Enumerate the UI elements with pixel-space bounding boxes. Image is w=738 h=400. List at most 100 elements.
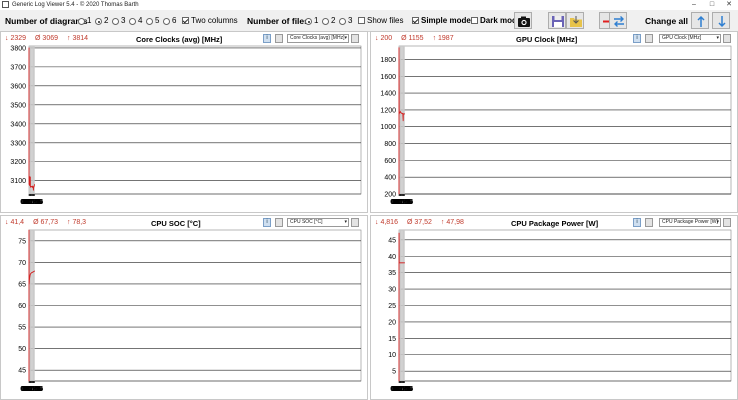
two-columns-checkbox[interactable]: [182, 17, 189, 24]
data-point: [402, 262, 404, 264]
x-tick-label: 00:00: [20, 386, 38, 393]
files-radio-1[interactable]: [305, 18, 312, 25]
x-tick-label: 00:35: [393, 386, 411, 393]
info-icon[interactable]: i: [263, 218, 271, 227]
diagrams-radio-2[interactable]: [95, 18, 102, 25]
plot-band: [29, 230, 361, 241]
diagrams-radio-2-label: 2: [104, 16, 109, 25]
show-files-label: Show files: [367, 16, 404, 25]
sensor-select[interactable]: CPU Package Power [W] ▾: [659, 218, 721, 227]
chevron-down-icon: ▾: [716, 35, 719, 41]
move-down-button[interactable]: [712, 12, 730, 29]
data-point: [29, 279, 30, 281]
sensor-select[interactable]: CPU SOC [°C] ▾: [287, 218, 349, 227]
diagram-panel: ↓ 4,816 Ø 37,52 ↑ 47,98 CPU Package Power […: [370, 215, 738, 400]
y-tick-label: 400: [384, 175, 396, 182]
diagrams-radio-5[interactable]: [146, 18, 153, 25]
data-point: [404, 262, 405, 264]
diagrams-radio-6-label: 6: [172, 16, 177, 25]
chart-svg: 200 400 600 800 1000 1200 1400 1600 1800 00:0000:…: [380, 45, 732, 206]
minimize-button[interactable]: –: [692, 1, 696, 8]
stats-toggle-icon[interactable]: [645, 34, 653, 43]
x-tick-label: 00:45: [394, 386, 412, 393]
plot-band: [399, 230, 731, 240]
plus-icon[interactable]: [351, 34, 359, 43]
info-icon[interactable]: i: [633, 218, 641, 227]
x-tick-label: 00:25: [392, 199, 410, 206]
stats-readout: ↓ 41,4 Ø 67,73 ↑ 78,3: [5, 219, 95, 226]
files-radio-3[interactable]: [339, 18, 346, 25]
stat-max: ↑ 47,98: [440, 219, 464, 226]
sensor-select[interactable]: GPU Clock [MHz] ▾: [659, 34, 721, 43]
x-tick-label: 00:40: [24, 386, 42, 393]
simple-mode-checkbox[interactable]: [412, 17, 419, 24]
stat-min: ↓ 4,816: [375, 219, 398, 226]
y-tick-label: 1200: [380, 107, 396, 114]
sensor-select[interactable]: Core Clocks (avg) [MHz] ▾: [287, 34, 349, 43]
dark-mode-label: Dark mode: [480, 16, 522, 25]
move-up-button[interactable]: [691, 12, 709, 29]
maximize-button[interactable]: □: [709, 1, 715, 8]
plot-band: [29, 262, 361, 284]
y-tick-label: 800: [384, 141, 396, 148]
x-tick-label: 00:50: [394, 199, 412, 206]
plus-icon[interactable]: [723, 34, 731, 43]
diagram-title: GPU Clock [MHz]: [516, 35, 578, 44]
plot-band: [29, 47, 361, 67]
dark-mode-checkbox[interactable]: [471, 17, 478, 24]
save-button[interactable]: [548, 12, 566, 29]
close-button[interactable]: ✕: [726, 1, 732, 8]
plus-icon[interactable]: [723, 218, 731, 227]
y-tick-label: 3100: [10, 178, 26, 185]
screenshot-button[interactable]: [514, 12, 532, 29]
data-point: [33, 189, 34, 191]
files-radio-2[interactable]: [322, 18, 329, 25]
x-tick-label: 00:10: [391, 386, 409, 393]
data-point: [398, 47, 400, 49]
data-point: [399, 262, 400, 264]
x-tick-label: 00:30: [23, 386, 41, 393]
data-point: [32, 271, 33, 273]
x-tick-label: 00:50: [24, 199, 42, 206]
x-tick-label: 00:20: [22, 199, 40, 206]
diagram-panel: ↓ 2329 Ø 3069 ↑ 3814 Core Clocks (avg) [MHz…: [0, 31, 368, 213]
x-tick-label: 00:00: [20, 199, 38, 206]
plot-band: [399, 321, 731, 339]
x-tick-label: 01:05: [396, 199, 414, 206]
stat-avg: Ø 37,52: [406, 219, 432, 226]
plot-band: [399, 354, 731, 372]
files-radio-3-label: 3: [348, 16, 353, 25]
diagram-title: Core Clocks (avg) [MHz]: [136, 35, 223, 44]
x-tick-label: 00:50: [24, 386, 42, 393]
plot-band: [399, 256, 731, 273]
camera-icon: [518, 16, 530, 27]
arrow-down-icon: [718, 16, 726, 28]
plus-icon[interactable]: [351, 218, 359, 227]
y-tick-label: 45: [18, 368, 26, 375]
x-tick-label: 00:30: [393, 199, 411, 206]
diagrams-radio-3[interactable]: [112, 18, 119, 25]
x-tick-label: 00:40: [394, 386, 412, 393]
stats-toggle-icon[interactable]: [645, 218, 653, 227]
x-tick-label: 01:00: [395, 386, 413, 393]
info-icon[interactable]: i: [633, 34, 641, 43]
diagrams-radio-1[interactable]: [78, 18, 85, 25]
y-tick-label: 10: [388, 352, 396, 359]
x-tick-label: 00:10: [21, 386, 39, 393]
swap-button[interactable]: [609, 12, 627, 29]
chart-svg: 5 10 15 20 25 30 35 40 45 00:0000:0500:1000:1500:…: [388, 229, 732, 393]
stat-min: ↓ 41,4: [5, 219, 25, 226]
y-tick-label: 1800: [380, 57, 396, 64]
data-point: [28, 281, 30, 283]
stats-toggle-icon[interactable]: [275, 218, 283, 227]
stats-toggle-icon[interactable]: [275, 34, 283, 43]
data-point: [28, 47, 30, 49]
show-files-checkbox[interactable]: [358, 17, 365, 24]
diagrams-radio-4[interactable]: [129, 18, 136, 25]
open-button[interactable]: [566, 12, 584, 29]
info-icon[interactable]: i: [263, 34, 271, 43]
diagrams-radio-6[interactable]: [163, 18, 170, 25]
y-tick-label: 30: [388, 287, 396, 294]
plot-band: [29, 85, 361, 105]
